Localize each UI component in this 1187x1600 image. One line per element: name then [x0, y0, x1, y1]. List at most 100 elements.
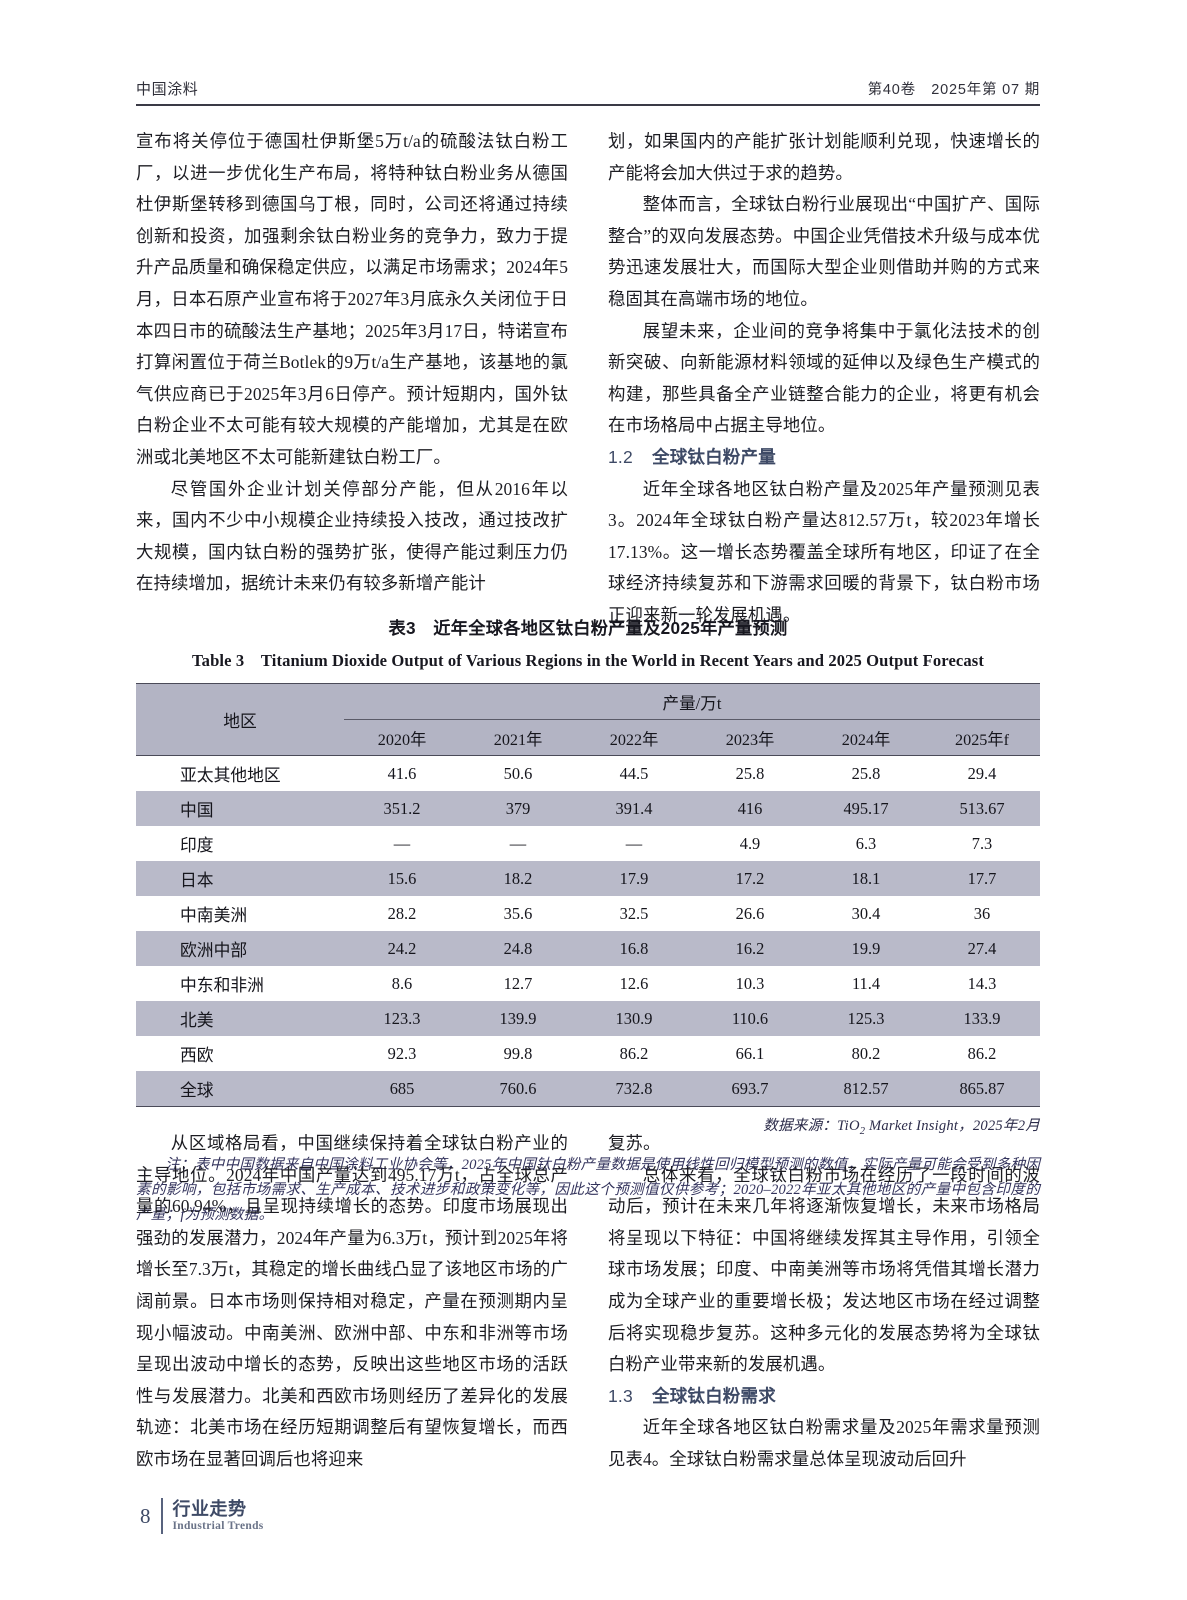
cell: 351.2: [344, 791, 460, 826]
table-body: 亚太其他地区 41.6 50.6 44.5 25.8 25.8 29.4 中国 …: [136, 755, 1040, 1107]
cell: —: [576, 826, 692, 861]
column-header-year: 2024年: [808, 719, 924, 756]
column-header-year: 2023年: [692, 719, 808, 756]
paragraph: 宣布将关停位于德国杜伊斯堡5万t/a的硫酸法钛白粉工厂，以进一步优化生产布局，将…: [136, 131, 568, 467]
row-label: 中国: [136, 791, 344, 826]
section-title: 全球钛白粉产量: [652, 446, 776, 467]
cell: 36: [924, 896, 1040, 931]
page-footer: 8 行业走势 Industrial Trends: [140, 1498, 264, 1534]
cell: 18.1: [808, 861, 924, 896]
cell: 513.67: [924, 791, 1040, 826]
row-label: 欧洲中部: [136, 931, 344, 966]
cell: 7.3: [924, 826, 1040, 861]
cell: —: [460, 826, 576, 861]
cell: 92.3: [344, 1036, 460, 1071]
cell: 17.9: [576, 861, 692, 896]
table-3-block: 表3 近年全球各地区钛白粉产量及2025年产量预测 Table 3 Titani…: [136, 614, 1040, 1228]
issue-info: 第40卷 2025年第 07 期: [867, 82, 1040, 98]
cell: 86.2: [924, 1036, 1040, 1071]
table-caption-cn: 表3 近年全球各地区钛白粉产量及2025年产量预测: [388, 618, 788, 638]
table-row: 北美 123.3 139.9 130.9 110.6 125.3 133.9: [136, 1001, 1040, 1036]
right-column-bottom: 复苏。 总体来看，全球钛白粉市场在经历了一段时间的波动后，预计在未来几年将逐渐恢…: [608, 1128, 1040, 1476]
cell: 139.9: [460, 1001, 576, 1036]
cell: 86.2: [576, 1036, 692, 1071]
footer-label-cn: 行业走势: [172, 1499, 247, 1519]
page-number: 8: [140, 1503, 151, 1528]
row-label: 亚太其他地区: [136, 755, 344, 791]
table-row: 中东和非洲 8.6 12.7 12.6 10.3 11.4 14.3: [136, 966, 1040, 1001]
column-header-region: 地区: [136, 683, 344, 756]
cell: 24.2: [344, 931, 460, 966]
table-header-row-unit: 地区 产量/万t: [136, 683, 1040, 756]
table-row: 欧洲中部 24.2 24.8 16.8 16.2 19.9 27.4: [136, 931, 1040, 966]
paragraph: 近年全球各地区钛白粉需求量及2025年需求量预测见表4。全球钛白粉需求量总体呈现…: [608, 1417, 1040, 1469]
cell: 99.8: [460, 1036, 576, 1071]
table-row: 西欧 92.3 99.8 86.2 66.1 80.2 86.2: [136, 1036, 1040, 1071]
cell: —: [344, 826, 460, 861]
cell: 29.4: [924, 755, 1040, 791]
cell: 12.7: [460, 966, 576, 1001]
cell: 123.3: [344, 1001, 460, 1036]
cell: 732.8: [576, 1071, 692, 1107]
section-heading-1-3: 1.3 全球钛白粉需求: [608, 1381, 1040, 1413]
cell: 19.9: [808, 931, 924, 966]
table-note: 注：表中中国数据来自中国涂料工业协会等，2025年中国钛白粉产量数据是使用线性回…: [136, 1156, 1040, 1223]
cell: 41.6: [344, 755, 460, 791]
cell: 125.3: [808, 1001, 924, 1036]
cell: 110.6: [692, 1001, 808, 1036]
paragraph: 复苏。: [608, 1133, 661, 1153]
cell: 18.2: [460, 861, 576, 896]
cell: 379: [460, 791, 576, 826]
running-head: 中国涂料 第40卷 2025年第 07 期: [136, 78, 1040, 99]
cell: 685: [344, 1071, 460, 1107]
left-column-top: 宣布将关停位于德国杜伊斯堡5万t/a的硫酸法钛白粉工厂，以进一步优化生产布局，将…: [136, 126, 568, 600]
paragraph: 近年全球各地区钛白粉产量及2025年产量预测见表3。2024年全球钛白粉产量达8…: [608, 478, 1040, 625]
row-label: 全球: [136, 1071, 344, 1107]
paragraph: 从区域格局看，中国继续保持着全球钛白粉产业的主导地位。2024年中国产量达到49…: [136, 1133, 568, 1469]
cell: 17.2: [692, 861, 808, 896]
section-number: 1.3: [608, 1385, 633, 1406]
cell: 11.4: [808, 966, 924, 1001]
table-row-total: 全球 685 760.6 732.8 693.7 812.57 865.87: [136, 1071, 1040, 1107]
right-column-top: 划，如果国内的产能扩张计划能顺利兑现，快速增长的产能将会加大供过于求的趋势。 整…: [608, 126, 1040, 632]
paragraph: 尽管国外企业计划关停部分产能，但从2016年以来，国内不少中小规模企业持续投入技…: [136, 478, 568, 594]
cell: 30.4: [808, 896, 924, 931]
section-title: 全球钛白粉需求: [652, 1385, 776, 1406]
cell: 760.6: [460, 1071, 576, 1107]
cell: 12.6: [576, 966, 692, 1001]
table-source: 数据来源：TiO2 Market Insight，2025年2月: [136, 1114, 1040, 1137]
row-label: 西欧: [136, 1036, 344, 1071]
row-label: 日本: [136, 861, 344, 896]
header-divider: [136, 104, 1040, 106]
cell: 391.4: [576, 791, 692, 826]
cell: 133.9: [924, 1001, 1040, 1036]
cell: 16.2: [692, 931, 808, 966]
column-header-year: 2020年: [344, 719, 460, 756]
cell: 35.6: [460, 896, 576, 931]
table-row: 日本 15.6 18.2 17.9 17.2 18.1 17.7: [136, 861, 1040, 896]
table-caption-en: Table 3 Titanium Dioxide Output of Vario…: [192, 651, 984, 670]
table-row: 中国 351.2 379 391.4 416 495.17 513.67: [136, 791, 1040, 826]
row-label: 印度: [136, 826, 344, 861]
cell: 15.6: [344, 861, 460, 896]
cell: 25.8: [692, 755, 808, 791]
table-row: 中南美洲 28.2 35.6 32.5 26.6 30.4 36: [136, 896, 1040, 931]
cell: 693.7: [692, 1071, 808, 1107]
paragraph: 总体来看，全球钛白粉市场在经历了一段时间的波动后，预计在未来几年将逐渐恢复增长，…: [608, 1164, 1040, 1375]
table-row: 亚太其他地区 41.6 50.6 44.5 25.8 25.8 29.4: [136, 755, 1040, 791]
cell: 32.5: [576, 896, 692, 931]
source-prefix: 数据来源：TiO: [763, 1118, 860, 1134]
cell: 17.7: [924, 861, 1040, 896]
journal-name: 中国涂料: [136, 81, 199, 98]
cell: 25.8: [808, 755, 924, 791]
cell: 416: [692, 791, 808, 826]
cell: 10.3: [692, 966, 808, 1001]
cell: 27.4: [924, 931, 1040, 966]
table-head: 地区 产量/万t 2020年 2021年 2022年 2023年 2024年 2…: [136, 683, 1040, 756]
section-heading-1-2: 1.2 全球钛白粉产量: [608, 442, 1040, 474]
paragraph: 划，如果国内的产能扩张计划能顺利兑现，快速增长的产能将会加大供过于求的趋势。: [608, 131, 1040, 183]
paragraph: 整体而言，全球钛白粉行业展现出“中国扩产、国际整合”的双向发展态势。中国企业凭借…: [608, 194, 1040, 309]
cell: 4.9: [692, 826, 808, 861]
footer-label-en: Industrial Trends: [172, 1520, 264, 1532]
